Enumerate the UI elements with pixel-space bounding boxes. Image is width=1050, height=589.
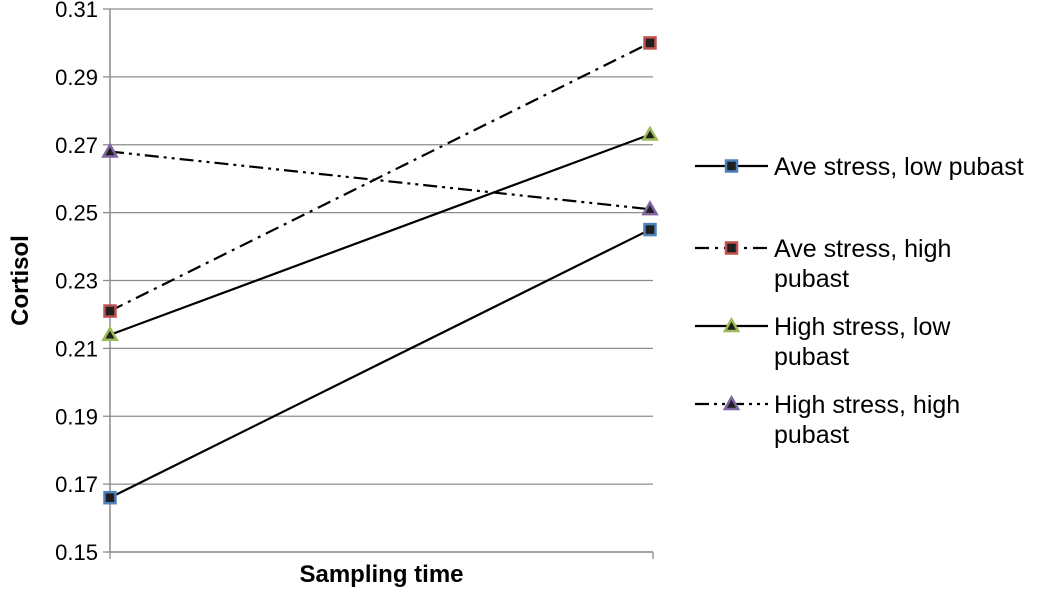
square-marker — [103, 304, 117, 318]
series-line — [109, 41, 651, 313]
triangle-marker — [722, 394, 741, 411]
legend-label: pubast — [774, 343, 849, 371]
y-tick-label: 0.25 — [55, 201, 98, 226]
y-tick-label: 0.31 — [55, 0, 98, 22]
square-marker — [724, 159, 739, 173]
y-axis-title: Cortisol — [7, 235, 34, 326]
y-tick-label: 0.17 — [55, 472, 98, 497]
square-marker — [643, 222, 657, 237]
series-4 — [101, 142, 659, 216]
y-tick-label: 0.21 — [55, 336, 98, 361]
gridlines — [110, 8, 653, 553]
square-marker — [643, 36, 657, 50]
legend-label: pubast — [774, 421, 849, 449]
axes — [103, 8, 654, 559]
series-line — [109, 228, 651, 499]
y-tick-label: 0.15 — [55, 540, 98, 565]
legend-label: pubast — [774, 265, 849, 293]
series-line — [109, 133, 651, 336]
series-1 — [103, 222, 657, 505]
y-tick-labels: 0.15 0.17 0.19 0.21 0.23 0.25 0.27 0.29 0.31 — [55, 0, 98, 565]
y-tick-label: 0.27 — [55, 133, 98, 158]
series-line — [109, 150, 651, 211]
y-tick-label: 0.19 — [55, 404, 98, 429]
series-group — [101, 36, 659, 505]
triangle-marker — [101, 142, 119, 158]
square-marker — [103, 490, 117, 505]
series-2 — [103, 36, 657, 318]
y-tick-label: 0.23 — [55, 269, 98, 294]
legend-entry: Ave stress, low pubast — [695, 153, 1024, 181]
legend-label: Ave stress, high — [774, 235, 951, 263]
triangle-marker — [101, 325, 119, 341]
series-3 — [101, 125, 659, 341]
x-axis-title: Sampling time — [299, 561, 463, 588]
legend-label: High stress, high — [774, 391, 960, 419]
triangle-marker — [641, 200, 659, 216]
triangle-marker — [641, 125, 659, 141]
square-marker — [724, 241, 739, 255]
triangle-marker — [722, 316, 741, 333]
legend-label: Ave stress, low pubast — [774, 153, 1024, 181]
legend-label: High stress, low — [774, 313, 951, 341]
y-tick-label: 0.29 — [55, 65, 98, 90]
